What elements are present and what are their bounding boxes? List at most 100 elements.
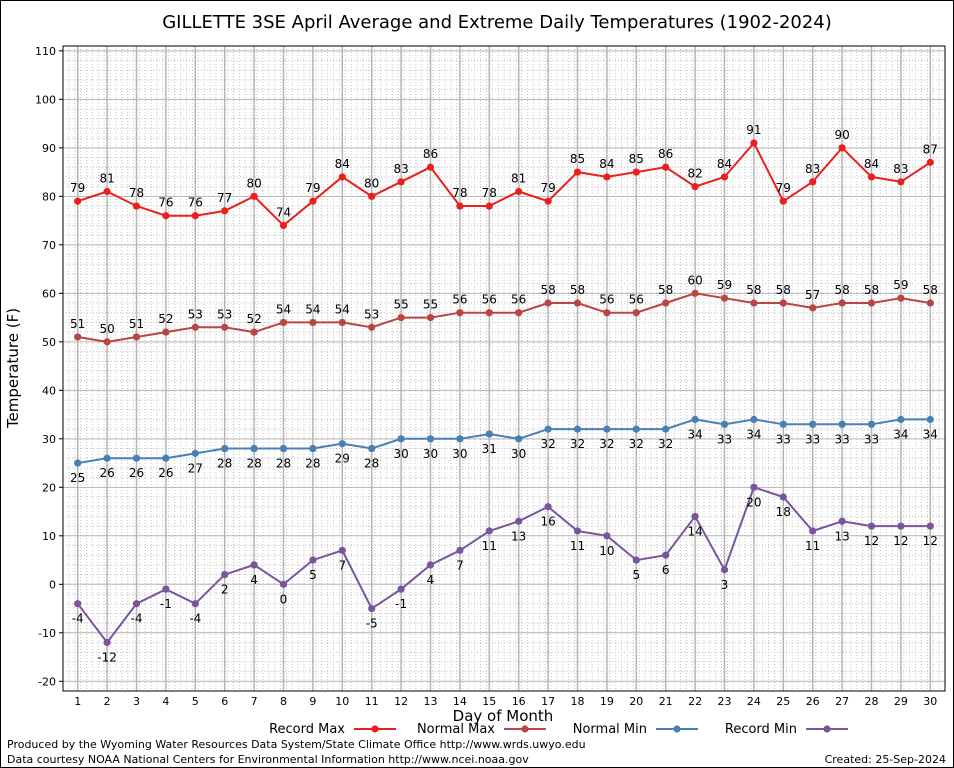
normal-max-point xyxy=(897,294,905,302)
record-max-point xyxy=(250,192,258,200)
record-min-point xyxy=(515,517,523,525)
record-max-data-label: 81 xyxy=(511,171,526,185)
record-max-data-label: 83 xyxy=(893,162,908,176)
normal-max-point xyxy=(662,299,670,307)
x-tick-label: 17 xyxy=(541,695,555,708)
normal-max-data-label: 54 xyxy=(276,302,291,316)
normal-min-data-label: 28 xyxy=(246,457,261,471)
x-tick-label: 12 xyxy=(394,695,408,708)
normal-max-data-label: 55 xyxy=(393,298,408,312)
record-max-point xyxy=(809,178,817,186)
normal-max-point xyxy=(926,299,934,307)
normal-max-point xyxy=(779,299,787,307)
record-max-data-label: 90 xyxy=(834,128,849,142)
record-max-point xyxy=(573,168,582,176)
normal-max-point xyxy=(515,309,523,317)
normal-min-data-label: 32 xyxy=(658,437,673,451)
normal-max-point xyxy=(750,299,758,307)
normal-min-data-label: 32 xyxy=(570,437,585,451)
normal-max-data-label: 52 xyxy=(158,312,173,326)
normal-max-point xyxy=(573,299,582,307)
record-max-data-label: 80 xyxy=(246,176,261,190)
record-max-data-label: 85 xyxy=(570,152,585,166)
normal-min-data-label: 28 xyxy=(305,457,320,471)
record-min-point xyxy=(456,546,464,554)
record-min-data-label: -1 xyxy=(160,597,172,611)
normal-max-data-label: 53 xyxy=(188,307,203,321)
record-min-point xyxy=(74,600,82,608)
x-axis-label: Day of Month xyxy=(453,707,554,725)
normal-min-point xyxy=(250,444,258,453)
x-tick-label: 28 xyxy=(865,695,879,708)
normal-min-point xyxy=(74,459,82,467)
footer-data-courtesy: Data courtesy NOAA National Centers for … xyxy=(7,753,529,766)
footer-produced-by: Produced by the Wyoming Water Resources … xyxy=(7,738,586,751)
record-min-point xyxy=(485,527,493,535)
record-min-data-label: 7 xyxy=(338,558,346,572)
normal-max-data-label: 58 xyxy=(776,283,791,297)
record-max-point xyxy=(662,163,670,171)
x-tick-label: 20 xyxy=(629,695,643,708)
normal-max-data-label: 56 xyxy=(482,293,497,307)
normal-min-data-label: 33 xyxy=(805,432,820,446)
x-tick-label: 25 xyxy=(776,695,790,708)
x-tick-label: 23 xyxy=(718,695,732,708)
normal-min-point xyxy=(515,435,523,443)
normal-max-point xyxy=(720,294,729,302)
x-tick-label: 14 xyxy=(453,695,467,708)
record-max-point xyxy=(397,178,405,186)
x-tick-label: 22 xyxy=(688,695,702,708)
normal-min-data-label: 33 xyxy=(776,432,791,446)
record-max-data-label: 86 xyxy=(658,147,673,161)
x-tick-label: 18 xyxy=(571,695,585,708)
normal-max-line xyxy=(77,292,931,343)
normal-min-data-label: 31 xyxy=(482,442,497,456)
record-min-point xyxy=(426,561,435,569)
normal-min-point xyxy=(720,420,729,428)
normal-max-point xyxy=(456,309,464,317)
record-min-point xyxy=(632,556,640,564)
record-min-point xyxy=(603,532,611,540)
record-min-data-label: -4 xyxy=(189,612,201,626)
record-min-point xyxy=(162,585,170,593)
normal-min-data-label: 28 xyxy=(217,457,232,471)
normal-min-point xyxy=(456,435,464,443)
normal-min-data-label: 29 xyxy=(335,452,350,466)
normal-max-data-label: 59 xyxy=(893,278,908,292)
record-min-data-label: -1 xyxy=(395,597,407,611)
record-max-data-label: 86 xyxy=(423,147,438,161)
y-tick-label: 40 xyxy=(42,384,56,397)
normal-min-point xyxy=(368,444,376,453)
record-min-point xyxy=(279,580,288,588)
normal-min-point xyxy=(221,444,229,453)
record-max-line xyxy=(77,141,931,227)
record-min-point xyxy=(691,512,699,521)
record-max-data-label: 83 xyxy=(393,162,408,176)
normal-min-data-label: 33 xyxy=(834,432,849,446)
normal-min-point xyxy=(809,420,817,428)
normal-max-data-label: 58 xyxy=(658,283,673,297)
series-record-min: -4 -12 -4 -1 -4 2 4 0 5 7 -5 -1 4 7 11 13 16 11 10 5 6 14 3 20 1… xyxy=(72,483,938,665)
record-min-data-label: 6 xyxy=(662,563,670,577)
normal-min-data-label: 26 xyxy=(158,466,173,480)
normal-min-point xyxy=(485,430,493,438)
record-max-point xyxy=(309,197,317,205)
record-min-data-label: 14 xyxy=(687,524,702,538)
record-min-data-label: -4 xyxy=(72,612,84,626)
record-max-point xyxy=(867,173,876,181)
record-min-point xyxy=(250,561,258,569)
y-tick-label: 20 xyxy=(42,481,56,494)
record-min-point xyxy=(720,566,729,574)
normal-max-data-label: 58 xyxy=(923,283,938,297)
y-tick-label: 100 xyxy=(35,93,56,106)
record-min-data-label: 3 xyxy=(721,578,729,592)
x-tick-label: 15 xyxy=(482,695,496,708)
record-max-point xyxy=(132,202,141,210)
normal-max-point xyxy=(485,309,493,317)
normal-min-point xyxy=(426,435,435,443)
x-tick-label: 9 xyxy=(309,695,316,708)
x-tick-label: 21 xyxy=(659,695,673,708)
record-min-data-label: -12 xyxy=(97,651,117,665)
record-max-point xyxy=(456,202,464,210)
record-max-point xyxy=(897,178,905,186)
